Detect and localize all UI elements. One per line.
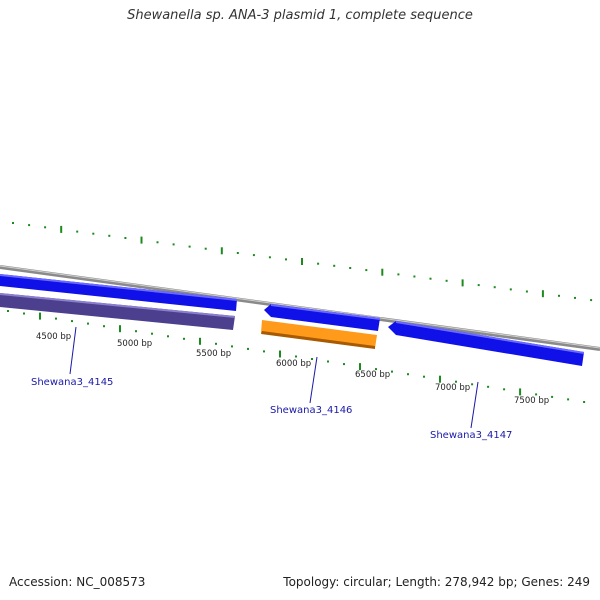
- gene-forward-right[interactable]: [388, 321, 584, 366]
- minor-tick: [92, 232, 95, 235]
- minor-tick: [151, 332, 153, 335]
- minor-tick: [583, 401, 586, 403]
- leader-4147: [470, 381, 479, 429]
- minor-tick: [172, 243, 175, 246]
- minor-tick: [285, 258, 287, 261]
- leader-4145: [69, 326, 77, 375]
- minor-tick: [12, 222, 14, 224]
- outer-tick-ring: [12, 222, 593, 302]
- tick-label: 4500 bp: [36, 332, 71, 342]
- minor-tick: [183, 337, 185, 340]
- summary-text: Topology: circular; Length: 278,942 bp; …: [283, 575, 590, 589]
- minor-tick: [28, 224, 31, 227]
- gene-label-4145[interactable]: Shewana3_4145: [31, 377, 113, 388]
- minor-tick: [365, 269, 368, 272]
- minor-tick: [317, 262, 320, 265]
- major-tick: [541, 290, 544, 298]
- minor-tick: [509, 288, 512, 291]
- minor-tick: [493, 286, 496, 289]
- minor-tick: [108, 234, 111, 237]
- major-tick: [119, 325, 121, 333]
- minor-tick: [236, 252, 239, 254]
- minor-tick: [567, 398, 570, 401]
- minor-tick: [167, 335, 169, 338]
- leader-4146: [309, 356, 318, 404]
- major-tick: [60, 225, 63, 233]
- minor-tick: [343, 363, 345, 366]
- minor-tick: [23, 312, 25, 315]
- minor-tick: [558, 294, 560, 297]
- minor-tick: [574, 296, 576, 299]
- minor-tick: [71, 320, 73, 323]
- minor-tick: [124, 237, 127, 239]
- major-tick: [220, 247, 223, 255]
- minor-tick: [311, 358, 313, 360]
- tick-label: 6500 bp: [355, 370, 390, 380]
- minor-tick: [455, 380, 457, 383]
- minor-tick: [215, 342, 217, 345]
- minor-tick: [535, 393, 538, 396]
- minor-tick: [7, 310, 9, 312]
- minor-tick: [204, 247, 207, 250]
- minor-tick: [551, 395, 554, 398]
- minor-tick: [268, 256, 271, 259]
- major-tick: [439, 375, 441, 383]
- minor-tick: [103, 325, 105, 328]
- minor-tick: [333, 264, 336, 267]
- tick-label: 7000 bp: [435, 383, 470, 393]
- minor-tick: [252, 254, 255, 257]
- minor-tick: [295, 355, 297, 358]
- minor-tick: [231, 345, 233, 348]
- minor-tick: [375, 368, 377, 371]
- minor-tick: [156, 241, 159, 244]
- minor-tick: [525, 290, 528, 293]
- map-title: Shewanella sp. ANA-3 plasmid 1, complete…: [127, 8, 473, 23]
- gene-shewana3-4145[interactable]: [0, 293, 235, 330]
- major-tick: [140, 236, 143, 244]
- minor-tick: [76, 230, 79, 233]
- gene-label-4147[interactable]: Shewana3_4147: [430, 430, 512, 441]
- minor-tick: [327, 360, 329, 363]
- minor-tick: [503, 388, 506, 391]
- major-tick: [39, 312, 41, 320]
- minor-tick: [407, 373, 409, 376]
- tick-label: 6000 bp: [276, 359, 311, 369]
- minor-tick: [397, 273, 400, 276]
- minor-tick: [55, 317, 57, 320]
- minor-tick: [471, 383, 474, 386]
- major-tick: [359, 363, 361, 371]
- minor-tick: [590, 299, 593, 302]
- tick-label: 5000 bp: [117, 339, 152, 349]
- gene-forward-middle[interactable]: [264, 304, 380, 331]
- minor-tick: [263, 350, 265, 353]
- major-tick: [381, 268, 384, 276]
- gene-label-4146[interactable]: Shewana3_4146: [270, 405, 352, 416]
- minor-tick: [477, 284, 480, 287]
- minor-tick: [429, 277, 432, 280]
- minor-tick: [135, 330, 137, 333]
- major-tick: [301, 258, 303, 265]
- major-tick: [199, 337, 201, 345]
- minor-tick: [413, 275, 416, 278]
- major-tick: [461, 279, 464, 287]
- minor-tick: [87, 322, 89, 325]
- minor-tick: [44, 226, 47, 229]
- major-tick: [279, 350, 281, 358]
- gene-forward-left[interactable]: [0, 274, 237, 311]
- minor-tick: [349, 267, 352, 269]
- accession-text: Accession: NC_008573: [9, 575, 146, 589]
- minor-tick: [445, 279, 448, 282]
- tick-label: 7500 bp: [514, 396, 549, 406]
- minor-tick: [391, 370, 393, 373]
- minor-tick: [188, 245, 191, 248]
- minor-tick: [247, 347, 249, 350]
- gene-shewana3-4146[interactable]: [261, 320, 377, 348]
- minor-tick: [487, 385, 490, 388]
- tick-label: 5500 bp: [196, 349, 231, 359]
- major-tick: [519, 388, 522, 396]
- inner-tick-ring: [7, 310, 586, 403]
- minor-tick: [423, 375, 425, 378]
